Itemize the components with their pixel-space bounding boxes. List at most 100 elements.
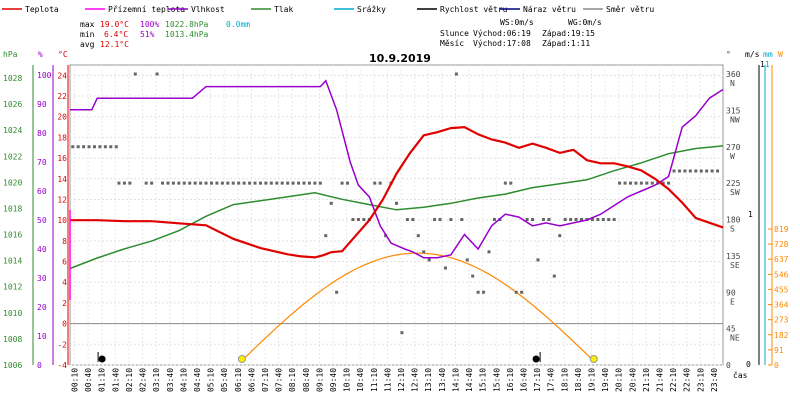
hpa-tick-label: 1018: [3, 204, 22, 213]
markers-layer: [97, 352, 598, 363]
x-tick-label: 02:10: [125, 368, 134, 392]
wind-dir-point: [514, 290, 518, 294]
x-axis: 00:10 00:40 01:10 01:40 02:10 02:40 03:10 03:40…: [71, 368, 719, 392]
x-tick-label: 18:10: [560, 368, 569, 392]
hpa-tick-label: 1022: [3, 152, 22, 161]
wind-dir-point: [92, 145, 96, 149]
sun-set: Západ:19:15: [542, 29, 595, 38]
left-axes: 242220181614121086420-2-4102810261024102…: [3, 65, 69, 370]
temp-tick-label: 18: [57, 133, 67, 142]
moonset-marker: [98, 355, 106, 363]
wind-dir-point: [395, 201, 398, 205]
dir-tick-name: W: [730, 152, 735, 161]
x-tick-label: 14:40: [465, 368, 474, 392]
hpa-tick-label: 1024: [3, 126, 22, 135]
temp-tick-label: 14: [57, 175, 67, 184]
wind-dir-point: [128, 181, 132, 185]
wind-dir-point: [275, 181, 279, 185]
x-tick-label: 09:10: [315, 368, 324, 392]
mm-tick-top: 1: [765, 60, 770, 69]
pct-tick-label: 0: [37, 361, 42, 370]
sunrise-marker: [237, 355, 246, 363]
wind-dir-point: [683, 169, 687, 173]
x-tick-label: 19:10: [587, 368, 596, 392]
temp-tick-label: -2: [57, 340, 67, 349]
legend-label-teplota: Teplota: [25, 5, 59, 14]
wind-dir-point: [454, 72, 458, 76]
x-tick-label: 02:40: [139, 368, 148, 392]
legend-label-smer: Směr větru: [606, 5, 654, 14]
x-tick-label: 12:40: [411, 368, 420, 392]
sunset-marker: [589, 355, 598, 363]
series-sun-radiation: [240, 252, 595, 362]
wind-dir-point: [650, 181, 654, 185]
temp-tick-label: 20: [57, 113, 67, 122]
wind-dir-point: [716, 169, 720, 173]
wind-dir-point: [71, 145, 75, 149]
wind-dir-point: [427, 258, 431, 262]
wind-dir-point: [541, 218, 545, 221]
wind-dir-point: [471, 274, 475, 278]
wind-dir-point: [76, 145, 80, 149]
hpa-tick-label: 1006: [3, 361, 22, 370]
wind-dir-point: [618, 181, 622, 185]
legend-label-naraz: Náraz větru: [523, 5, 576, 14]
wind-dir-point: [226, 181, 230, 185]
wind-dir-point: [133, 72, 137, 76]
x-tick-label: 18:40: [574, 368, 583, 392]
wind-dir-point: [688, 169, 692, 173]
wind-dir-point: [362, 218, 366, 221]
dir-tick-label: 0: [726, 361, 731, 370]
hpa-tick-label: 1014: [3, 257, 22, 266]
wind-dir-point: [335, 290, 339, 294]
wind-dir-point: [318, 181, 322, 185]
x-tick-label: 08:10: [288, 368, 297, 392]
x-tick-label: 23:40: [710, 368, 719, 392]
x-tick-label: 12:10: [397, 368, 406, 392]
temp-tick-label: 6: [62, 258, 67, 267]
dir-tick-label: 225: [726, 179, 741, 188]
axis-unit-w: W: [778, 50, 783, 59]
legend-label-prizemni: Přízemní teplota: [108, 5, 185, 14]
legend-label-srazky: Srážky: [357, 5, 386, 14]
w-tick-label: 0: [774, 361, 779, 370]
temp-tick-label: 2: [62, 299, 67, 308]
wind-dir-point: [460, 218, 464, 221]
wind-dir-point: [82, 145, 86, 149]
ms-tick-zero: 0: [746, 360, 751, 369]
x-tick-label: 16:40: [519, 368, 528, 392]
dir-tick-label: 90: [726, 288, 736, 297]
temp-tick-label: 22: [57, 92, 67, 101]
w-tick-label: 273: [774, 316, 789, 325]
w-tick-label: 91: [774, 346, 784, 355]
x-tick-label: 00:10: [71, 368, 80, 392]
stat-max-press: 1022.8hPa: [165, 20, 209, 29]
x-tick-label: 04:40: [193, 368, 202, 392]
wind-dir-point: [161, 181, 165, 185]
x-tick-label: 07:10: [261, 368, 270, 392]
series-temperature: [70, 125, 724, 259]
wind-dir-point: [264, 181, 268, 185]
wind-dir-point: [209, 181, 213, 185]
wind-dir-point: [476, 290, 480, 294]
wind-dir-point: [492, 218, 496, 221]
x-tick-label: 06:40: [247, 368, 256, 392]
wind-dir-point: [248, 181, 252, 185]
wind-dir-point: [520, 290, 524, 294]
legend: Teplota Přízemní teplota Vlhkost Tlak Sr…: [2, 5, 654, 14]
wind-dir-point: [87, 145, 91, 149]
temp-tick-label: 0: [62, 320, 67, 329]
wind-dir-point: [639, 181, 643, 185]
wind-dir-point: [623, 181, 627, 185]
w-tick-label: 637: [774, 255, 789, 264]
x-tick-label: 17:10: [533, 368, 542, 392]
wind-dir-point: [242, 181, 246, 185]
x-tick-label: 13:40: [438, 368, 447, 392]
x-axis-label: čas: [733, 370, 748, 380]
dir-tick-label: 45: [726, 325, 736, 334]
wind-speed-info: WS:0m/s: [500, 18, 534, 27]
pct-tick-label: 90: [37, 100, 47, 109]
wind-dir-point: [117, 181, 121, 185]
wind-dir-point: [536, 258, 540, 262]
